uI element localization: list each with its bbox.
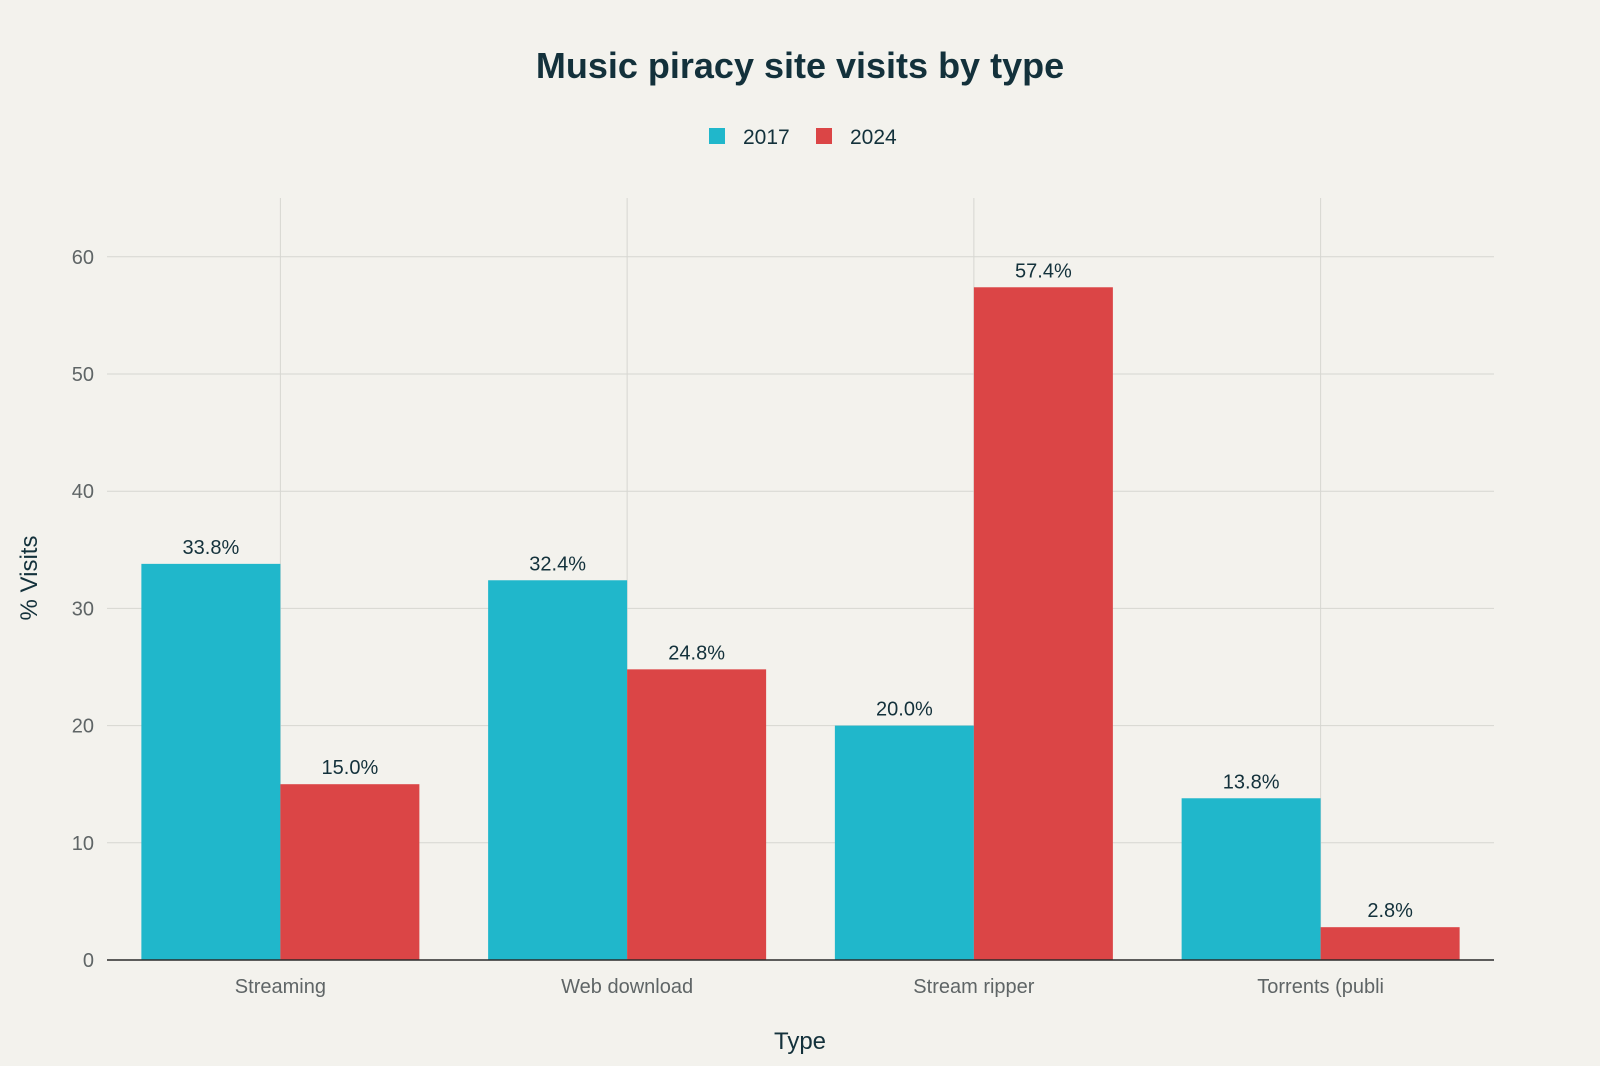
y-tick-label: 10 [72, 833, 94, 855]
legend-label: 2017 [743, 126, 790, 149]
y-tick-label: 20 [72, 716, 94, 738]
y-tick-label: 0 [83, 950, 94, 972]
bar-2017-3 [1181, 798, 1321, 960]
legend-item-2024: 2024 [816, 126, 897, 149]
legend: 2017 2024 [709, 126, 897, 149]
data-label: 2.8% [1367, 900, 1413, 922]
legend-swatch [816, 128, 832, 144]
bars-layer [141, 287, 1460, 961]
y-tick-label: 50 [72, 364, 94, 386]
bar-2024-0 [280, 784, 420, 960]
x-tick-label: Stream ripper [913, 976, 1034, 998]
data-labels-layer: 33.8% 15.0% 32.4% 24.8% 20.0% 57.4% 13.8% 2.8% [183, 260, 1414, 922]
data-label: 33.8% [183, 537, 240, 559]
data-label: 15.0% [322, 757, 379, 779]
bar-2017-1 [488, 580, 628, 960]
bar-2017-2 [834, 725, 974, 960]
y-tick-label: 30 [72, 598, 94, 620]
y-axis-title: % Visits [16, 536, 43, 621]
bar-2024-2 [973, 287, 1113, 961]
bar-2024-3 [1320, 927, 1460, 960]
data-label: 32.4% [529, 553, 586, 575]
x-tick-label: Torrents (publi [1257, 976, 1384, 998]
y-tick-label: 40 [72, 481, 94, 503]
legend-swatch [709, 128, 725, 144]
data-label: 24.8% [668, 642, 725, 664]
data-label: 20.0% [876, 699, 933, 721]
data-label: 13.8% [1223, 771, 1280, 793]
x-tick-labels: Streaming Web download Stream ripper Torren… [235, 976, 1384, 998]
x-tick-label: Web download [561, 976, 693, 998]
bar-2024-1 [627, 669, 767, 960]
y-tick-labels: 0 10 20 30 40 50 60 [72, 247, 94, 972]
y-tick-label: 60 [72, 247, 94, 269]
bar-2017-0 [141, 563, 281, 960]
data-label: 57.4% [1015, 260, 1072, 282]
legend-item-2017: 2017 [709, 126, 790, 149]
chart-title: Music piracy site visits by type [536, 45, 1064, 86]
x-tick-label: Streaming [235, 976, 326, 998]
legend-label: 2024 [850, 126, 897, 149]
x-axis-title: Type [774, 1028, 826, 1055]
